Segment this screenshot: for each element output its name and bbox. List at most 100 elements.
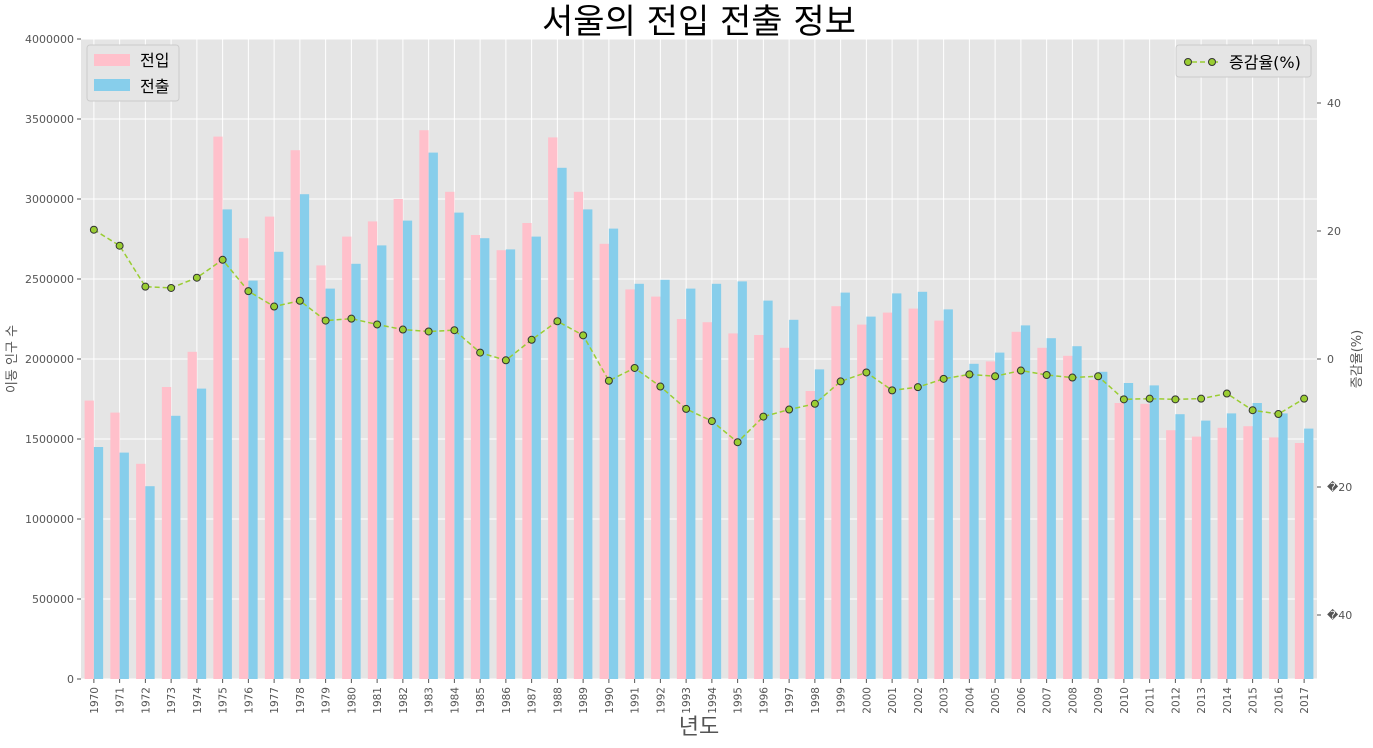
bar-out <box>1046 338 1056 679</box>
bar-out <box>145 486 155 679</box>
x-tick-label: 2003 <box>939 687 951 714</box>
rate-point <box>218 255 227 264</box>
bar-out <box>583 209 593 679</box>
bar-out <box>1201 420 1211 679</box>
rate-point <box>913 383 922 392</box>
y2-tick-label: 20 <box>1327 225 1341 238</box>
rate-point <box>501 356 510 365</box>
legend-label-in: 전입 <box>140 51 169 70</box>
x-tick-label: 2016 <box>1273 687 1285 714</box>
x-tick-label: 1986 <box>501 687 513 714</box>
x-tick-label: 1997 <box>784 687 796 714</box>
rate-point <box>965 370 974 379</box>
bar-in <box>136 463 146 679</box>
bar-out <box>995 352 1005 679</box>
bar-out <box>196 388 207 679</box>
rate-point <box>270 302 279 311</box>
x-tick-label: 1995 <box>733 687 745 714</box>
rate-point <box>1274 410 1283 419</box>
bar-out <box>866 316 876 679</box>
rate-point <box>1171 395 1180 404</box>
x-tick-label: 2013 <box>1196 687 1208 714</box>
rate-point <box>373 320 382 329</box>
rate-point <box>759 412 768 421</box>
rate-point <box>810 399 819 408</box>
rate-point <box>862 368 871 377</box>
rate-point <box>1119 395 1128 404</box>
bar-in <box>342 236 352 679</box>
x-tick-label: 1985 <box>475 687 487 714</box>
rate-point <box>1094 372 1103 381</box>
bar-in <box>110 412 120 679</box>
bar-out <box>737 281 747 679</box>
x-axis: 1970 1971 1972 1973 1974 1975 1976 1977 1978 1979… <box>89 679 1311 714</box>
bar-out <box>1072 346 1082 679</box>
bar-in <box>161 387 172 679</box>
x-tick-label: 1973 <box>166 687 178 714</box>
bar-in <box>1063 355 1073 679</box>
rate-point <box>991 372 1000 381</box>
rate-point <box>347 314 356 323</box>
bar-in <box>1037 347 1047 679</box>
x-tick-label: 1988 <box>552 687 564 714</box>
rate-point <box>630 363 639 372</box>
x-tick-label: 1983 <box>424 687 436 714</box>
rate-line-path <box>93 229 1305 444</box>
rate-point <box>1222 389 1231 398</box>
bar-out <box>789 319 799 679</box>
rate-point <box>604 376 613 385</box>
bar-out <box>351 263 361 679</box>
bar-in <box>985 361 996 679</box>
x-tick-label: 1975 <box>218 687 230 714</box>
bar-out <box>1123 383 1134 679</box>
bar-in <box>316 265 326 679</box>
bar-out <box>892 293 902 679</box>
bar-in <box>1140 403 1150 679</box>
x-tick-label: 1994 <box>707 687 719 714</box>
bar-out <box>1149 385 1159 679</box>
bar-in <box>573 191 584 680</box>
bar-in <box>239 238 249 679</box>
rate-point <box>476 348 485 357</box>
rate-point <box>682 404 691 413</box>
bar-out <box>1175 414 1185 679</box>
rate-point <box>579 331 588 340</box>
bar-in <box>496 250 506 679</box>
chart-title: 서울의 전입 전출 정보 <box>542 2 856 42</box>
y2-tick-label: 40 <box>1327 97 1341 110</box>
rate-point <box>707 417 716 426</box>
x-tick-label: 2001 <box>887 687 899 714</box>
bars <box>84 130 1314 680</box>
y-tick-label: 500000 <box>32 593 74 606</box>
x-tick-label: 1982 <box>398 687 410 714</box>
bar-in <box>599 243 609 680</box>
x-tick-label: 1979 <box>321 687 333 714</box>
x-tick-label: 2015 <box>1248 687 1260 714</box>
bar-out <box>1252 403 1262 679</box>
bar-out <box>969 363 979 679</box>
x-tick-label: 1978 <box>295 687 307 714</box>
legend-left: 전입 전출 <box>86 44 180 102</box>
x-tick-label: 1987 <box>527 687 539 714</box>
bar-out <box>402 220 413 679</box>
y-tick-label: 4000000 <box>25 33 74 46</box>
legend-label-rate: 증감율(%) <box>1229 53 1301 72</box>
bar-in <box>522 223 532 679</box>
bar-out <box>222 209 232 679</box>
rate-point <box>167 283 176 292</box>
bar-out <box>711 283 722 679</box>
bar-out <box>660 279 670 679</box>
rate-point <box>888 386 897 395</box>
x-tick-label: 2008 <box>1067 687 1079 714</box>
bar-in <box>702 322 712 679</box>
bar-in <box>470 235 481 679</box>
bar-in <box>290 150 300 679</box>
x-tick-label: 1990 <box>604 687 616 714</box>
rate-point <box>89 225 98 234</box>
x-tick-label: 2005 <box>990 687 1002 714</box>
y-axis-right: 40 20 0 �20 �40 <box>1317 97 1352 622</box>
bar-out <box>93 447 104 679</box>
y2-axis-label: 증감율(%) <box>1350 330 1365 388</box>
y-tick-label: 3000000 <box>25 193 74 206</box>
x-tick-label: 1974 <box>192 687 204 714</box>
